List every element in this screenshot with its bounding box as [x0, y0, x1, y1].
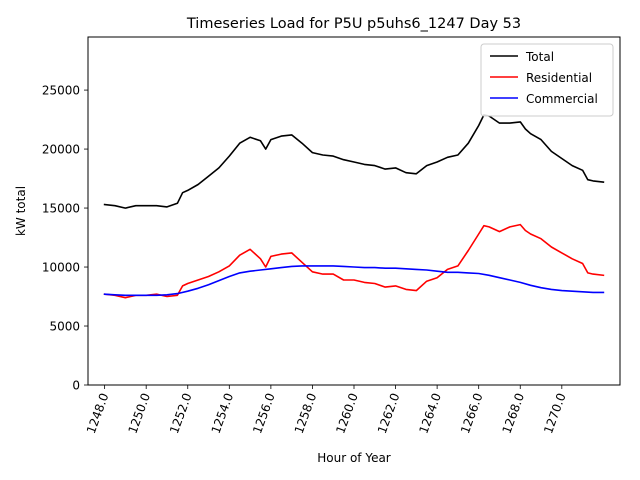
legend-label-commercial: Commercial: [526, 92, 598, 106]
series-layer: [103, 114, 605, 299]
series-line-commercial: [103, 265, 605, 297]
y-tick-label: 5000: [49, 320, 80, 334]
y-axis-label: kW total: [14, 186, 28, 236]
legend-label-total: Total: [525, 50, 554, 64]
series-line-residential: [103, 223, 605, 299]
x-tick-label: 1268.0: [500, 391, 528, 435]
x-tick-label: 1262.0: [375, 391, 403, 435]
y-tick-label: 10000: [42, 261, 80, 275]
x-axis-label: Hour of Year: [317, 451, 391, 465]
x-tick-label: 1256.0: [250, 391, 278, 435]
legend-label-residential: Residential: [526, 71, 592, 85]
x-tick-label: 1264.0: [416, 391, 444, 435]
x-tick-label: 1266.0: [458, 391, 486, 435]
y-tick-label: 15000: [42, 202, 80, 216]
legend: Total Residential Commercial: [480, 43, 614, 117]
series-line-total: [103, 114, 605, 209]
y-axis: 0 5000 10000 15000 20000 25000: [42, 84, 88, 393]
x-tick-label: 1260.0: [333, 391, 361, 435]
x-tick-label: 1250.0: [125, 391, 153, 435]
x-tick-label: 1270.0: [541, 391, 569, 435]
x-tick-label: 1252.0: [167, 391, 195, 435]
x-tick-label: 1248.0: [84, 391, 112, 435]
y-tick-label: 25000: [42, 84, 80, 98]
x-tick-label: 1254.0: [209, 391, 237, 435]
y-tick-label: 20000: [42, 143, 80, 157]
x-axis: 1248.0 1250.0 1252.0 1254.0 1256.0 1258.0 1260…: [84, 385, 569, 435]
chart-title: Timeseries Load for P5U p5uhs6_1247 Day …: [186, 16, 521, 32]
y-tick-label: 0: [72, 379, 80, 393]
x-tick-label: 1258.0: [292, 391, 320, 435]
